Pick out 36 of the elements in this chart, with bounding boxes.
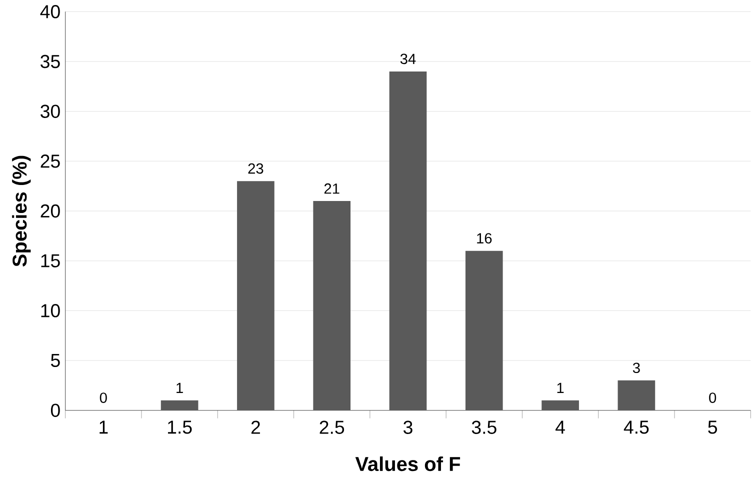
bar [618, 380, 656, 410]
y-tick-label: 25 [40, 154, 60, 168]
y-tick-label: 30 [40, 104, 60, 118]
x-tick-label: 4.5 [624, 420, 649, 434]
bar [313, 201, 351, 410]
x-tick-label: 1.5 [168, 420, 192, 434]
data-label: 0 [709, 392, 716, 403]
x-tick-label: 4 [556, 420, 565, 434]
data-label: 3 [632, 362, 640, 374]
bar [389, 71, 427, 410]
x-tick-label: 2 [251, 420, 260, 434]
data-label: 16 [477, 233, 492, 244]
x-tick-label: 5 [708, 420, 717, 434]
data-label: 1 [557, 382, 564, 393]
x-tick-label: 1 [100, 420, 108, 434]
x-tick-label: 3.5 [472, 420, 496, 434]
data-label: 0 [100, 392, 107, 403]
y-tick-label: 15 [41, 254, 60, 268]
bar [237, 181, 274, 410]
x-tick-label: 3 [404, 420, 412, 434]
x-axis-title: Values of F [355, 456, 460, 472]
y-axis-title: Species (%) [12, 156, 31, 267]
y-tick-label: 10 [41, 304, 60, 318]
data-label: 1 [176, 382, 183, 393]
x-tick-label: 2.5 [320, 420, 344, 434]
bar [160, 400, 198, 410]
data-label: 34 [400, 54, 416, 64]
bar [542, 400, 579, 410]
data-label: 23 [248, 163, 264, 174]
data-label: 21 [324, 183, 340, 194]
y-tick-label: 5 [50, 354, 60, 368]
y-tick-label: 20 [40, 204, 60, 218]
y-tick-label: 0 [50, 404, 60, 417]
y-tick-label: 40 [40, 5, 60, 18]
y-tick-label: 35 [40, 54, 60, 68]
bar [465, 250, 503, 410]
